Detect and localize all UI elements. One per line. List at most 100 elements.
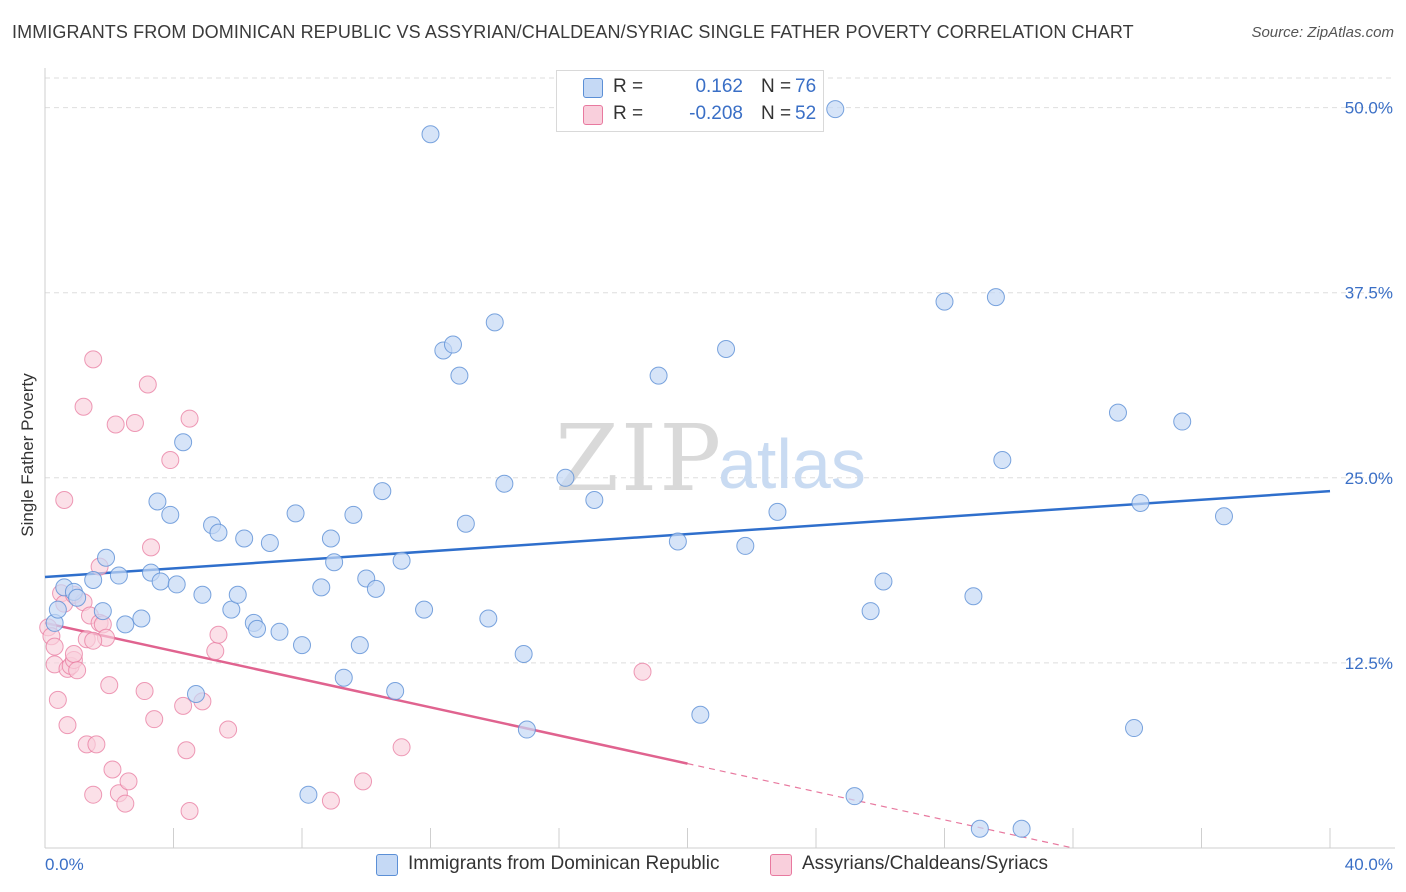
series1-point <box>970 819 989 838</box>
series2-point <box>64 645 83 664</box>
series2-point <box>68 661 87 680</box>
series2-point <box>106 415 125 434</box>
watermark: ZIP atlas <box>555 405 866 512</box>
series1-point <box>495 474 514 493</box>
series2-legend-label: Assyrians/Chaldeans/Syriacs <box>802 853 1049 874</box>
series1-point <box>691 705 710 724</box>
series2-point <box>74 397 93 416</box>
series1-point <box>209 523 228 542</box>
series1-point <box>321 529 340 548</box>
series1-point <box>132 609 151 628</box>
series2-point <box>58 716 77 735</box>
series1-point <box>325 553 344 572</box>
series1-point <box>421 125 440 144</box>
watermark-zip: ZIP <box>555 405 723 512</box>
series1-point <box>48 600 67 619</box>
legend-r-label: R = <box>613 103 644 124</box>
series1-point <box>392 551 411 570</box>
series1-point <box>109 566 128 585</box>
series1-legend-label: Immigrants from Dominican Republic <box>408 853 720 874</box>
series2-point <box>180 409 199 428</box>
series1-point <box>514 645 533 664</box>
y-tick-label: 37.5% <box>1345 284 1393 303</box>
series2-point <box>84 631 103 650</box>
series1-point <box>993 451 1012 470</box>
series1-point <box>248 619 267 638</box>
series1-point <box>228 585 247 604</box>
series2-point <box>142 538 161 557</box>
series2-point <box>209 625 228 644</box>
series1-point <box>260 533 279 552</box>
series2-point <box>84 350 103 369</box>
series1-point <box>293 636 311 655</box>
series1-swatch-icon <box>583 78 603 98</box>
tick-labels: 12.5% 25.0% 37.5% 50.0% 0.0% 40.0% <box>45 99 1393 874</box>
series2-point <box>145 710 164 729</box>
series1-point <box>415 600 434 619</box>
series2-point <box>100 676 119 695</box>
series2-swatch-icon <box>583 105 603 125</box>
series1-point <box>270 622 289 641</box>
series1-point <box>517 720 536 739</box>
series1-point <box>443 335 462 354</box>
legend-r-label: R = <box>613 76 644 97</box>
series1-point <box>456 514 475 533</box>
series2-point <box>174 696 193 715</box>
series1-point <box>167 575 186 594</box>
series1-point <box>845 787 864 806</box>
series1-point <box>768 502 787 521</box>
series2-point <box>125 414 144 433</box>
series1-point <box>312 578 331 597</box>
series1-point <box>668 532 687 551</box>
series2-point <box>135 682 154 701</box>
correlation-legend: R = 0.162 N = 76 R = -0.208 N = 52 <box>556 70 824 132</box>
series1-point <box>1173 412 1192 431</box>
y-tick-label: 50.0% <box>1345 99 1393 118</box>
series2-point <box>180 801 199 820</box>
legend-n-label: N = <box>761 103 792 124</box>
series2-point <box>206 642 225 661</box>
x-tick-label-end: 40.0% <box>1345 855 1393 874</box>
series1-point <box>116 615 135 634</box>
x-tick-label-start: 0.0% <box>45 855 84 874</box>
legend-n-value: 52 <box>795 103 817 124</box>
series1-point <box>717 339 736 358</box>
series2-point <box>392 738 411 757</box>
series2-trend-line <box>44 621 688 765</box>
series2-point <box>219 720 238 739</box>
series1-point <box>649 366 668 385</box>
series1-point <box>479 609 498 628</box>
series1-point <box>344 505 363 524</box>
series1-point <box>350 636 369 655</box>
source-label: Source: ZipAtlas.com <box>1251 24 1394 41</box>
series1-point <box>84 570 103 589</box>
series1-point <box>334 668 353 687</box>
series2-trend-extension <box>687 763 1074 849</box>
series1-point <box>373 482 392 501</box>
series1-point <box>964 587 983 606</box>
series1-point <box>366 579 385 598</box>
grid-lines <box>45 77 1395 664</box>
series1-point <box>1125 719 1144 738</box>
series1-point <box>935 292 954 311</box>
series2-point <box>161 451 180 470</box>
series2-point <box>177 741 196 760</box>
series1-point <box>736 536 755 555</box>
series2-point <box>633 662 652 681</box>
series2-point <box>116 794 135 813</box>
series1-point <box>556 468 575 487</box>
series1-point <box>986 288 1005 307</box>
series2-point <box>87 735 106 754</box>
legend-n-value: 76 <box>795 76 817 97</box>
series2-point <box>103 760 122 779</box>
chart-title: IMMIGRANTS FROM DOMINICAN REPUBLIC VS AS… <box>12 22 1134 42</box>
series1-point <box>1108 403 1127 422</box>
series1-point <box>585 491 604 510</box>
series2-point <box>354 772 373 791</box>
series2-legend-swatch-icon <box>770 854 792 876</box>
series1-point <box>861 602 880 621</box>
series2-point <box>55 491 74 510</box>
series2-point <box>138 375 157 394</box>
legend-n-label: N = <box>761 76 792 97</box>
series2-point <box>45 637 64 656</box>
